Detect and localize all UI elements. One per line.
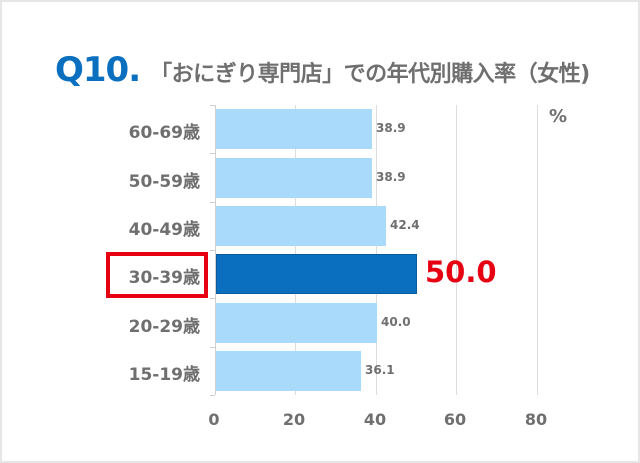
gridline <box>376 105 377 395</box>
y-axis-tick <box>210 202 215 203</box>
x-tick-label: 80 <box>524 410 548 429</box>
y-axis-tick <box>210 250 215 251</box>
bar-20-29 <box>216 303 377 343</box>
category-label: 20-29歳 <box>128 317 200 337</box>
gridline <box>295 105 296 395</box>
category-label: 60-69歳 <box>128 123 200 143</box>
gridline <box>537 105 538 395</box>
value-label: 40.0 <box>381 315 411 329</box>
highlight-box <box>106 252 208 298</box>
value-label: 38.9 <box>376 170 406 184</box>
y-axis-tick <box>210 347 215 348</box>
x-tick-label: 40 <box>363 410 387 429</box>
category-label: 30-39歳 <box>128 268 200 288</box>
category-label: 40-49歳 <box>128 220 200 240</box>
y-axis-line <box>215 105 216 395</box>
highlight-value-label: 50.0 <box>425 255 497 289</box>
value-label: 36.1 <box>365 363 395 377</box>
y-axis-tick <box>210 298 215 299</box>
category-label: 50-59歳 <box>128 172 200 192</box>
y-axis-tick <box>210 153 215 154</box>
bar-40-49 <box>216 206 386 246</box>
y-axis-tick <box>210 395 215 396</box>
bar-30-39 <box>216 254 417 294</box>
gridline <box>456 105 457 395</box>
question-text: 「おにぎり専門店」での年代別購入率（女性) <box>150 62 590 87</box>
bar-60-69 <box>216 109 372 149</box>
chart-title: Q10. 「おにぎり専門店」での年代別購入率（女性) <box>55 50 590 94</box>
x-tick-label: 0 <box>208 410 220 429</box>
bar-15-19 <box>216 351 361 391</box>
y-axis-tick <box>210 105 215 106</box>
bar-50-59 <box>216 158 372 198</box>
question-number: Q10. <box>55 50 141 90</box>
x-tick-label: 60 <box>443 410 467 429</box>
x-tick-label: 20 <box>282 410 306 429</box>
value-label: 38.9 <box>376 121 406 135</box>
unit-label: % <box>549 106 568 127</box>
value-label: 42.4 <box>390 218 420 232</box>
category-label: 15-19歳 <box>128 365 200 385</box>
